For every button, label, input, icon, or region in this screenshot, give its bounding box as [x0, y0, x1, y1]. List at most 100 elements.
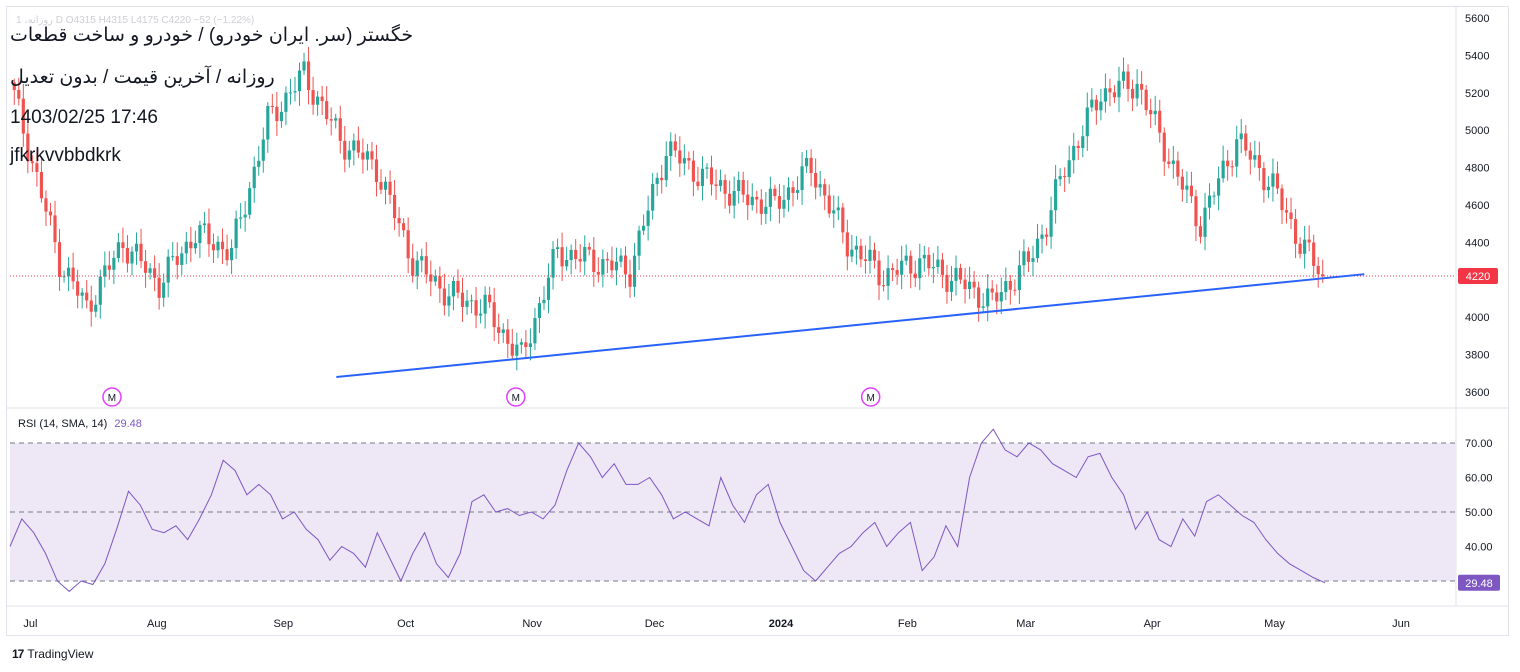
candle-body — [1293, 219, 1298, 244]
candle-body — [121, 242, 125, 249]
candle-body — [465, 300, 469, 307]
candle-body — [1049, 210, 1053, 237]
candle-body — [343, 140, 347, 160]
candle-body — [107, 265, 111, 270]
candle-body — [57, 242, 62, 277]
candle-body — [800, 166, 804, 191]
candle-body — [940, 259, 945, 275]
ohlc-readout: 1 ،روزانه D O4315 H4315 L4175 C4220 −52 … — [16, 15, 255, 26]
candle-body — [1153, 110, 1157, 115]
rsi-tick-label: 70.00 — [1465, 438, 1493, 450]
candle-body — [1035, 238, 1040, 259]
chart-watermark-text: jfkrkvvbbdkrk — [10, 145, 121, 166]
candle-body — [148, 268, 152, 273]
candle-body — [438, 276, 442, 289]
candle-body — [999, 292, 1003, 302]
candle-body — [958, 267, 963, 280]
candle-body — [578, 259, 582, 262]
candle-body — [551, 249, 555, 278]
candle-body — [234, 218, 238, 248]
candle-body — [895, 270, 899, 275]
candle-body — [248, 188, 252, 215]
candle-body — [1207, 195, 1212, 208]
last-price-label: 4220 — [1466, 271, 1490, 283]
candle-body — [279, 111, 283, 122]
candle-body — [1307, 239, 1311, 243]
time-tick-label: Sep — [274, 618, 294, 630]
candle-body — [605, 259, 609, 261]
candle-body — [225, 249, 229, 261]
candle-body — [1244, 133, 1248, 151]
candle-body — [347, 150, 351, 160]
time-tick-label: Nov — [522, 618, 542, 630]
chart-frame — [6, 6, 1509, 636]
candle-body — [1026, 251, 1031, 262]
rsi-tick-label: 50.00 — [1465, 507, 1493, 519]
candle-body — [257, 160, 261, 167]
candle-body — [103, 265, 107, 277]
candle-body — [714, 184, 718, 186]
candle-body — [501, 329, 505, 333]
candle-body — [691, 160, 695, 182]
candle-body — [660, 177, 664, 181]
candle-body — [696, 181, 700, 187]
candle-body — [288, 92, 293, 94]
candle-body — [637, 230, 641, 256]
candle-body — [524, 342, 528, 348]
candle-body — [918, 258, 922, 279]
candle-body — [990, 288, 994, 293]
candle-body — [592, 249, 596, 273]
price-tick-label: 5200 — [1465, 88, 1489, 100]
candle-body — [614, 261, 619, 271]
candle-body — [795, 190, 800, 193]
candle-body — [565, 259, 569, 267]
candle-body — [316, 96, 320, 105]
candle-body — [116, 242, 120, 258]
candle-body — [632, 255, 637, 287]
candle-body — [1298, 243, 1302, 254]
candle-body — [596, 272, 600, 275]
candle-body — [456, 280, 460, 293]
candle-body — [1081, 136, 1085, 149]
candle-body — [469, 300, 474, 302]
event-marker-label: M — [108, 393, 116, 404]
rsi-legend[interactable]: RSI (14, SMA, 14) 29.48 — [18, 418, 142, 430]
candle-body — [12, 82, 16, 90]
candle-body — [447, 296, 451, 306]
chart-datetime: 1403/02/25 17:46 — [10, 107, 158, 128]
price-tick-label: 3600 — [1465, 387, 1489, 399]
candle-body — [1149, 110, 1153, 115]
symbol-title: خگستر (سر. ایران خودرو) / خودرو و ساخت ق… — [10, 25, 414, 46]
candle-body — [623, 255, 628, 275]
rsi-label: RSI (14, SMA, 14) — [18, 418, 108, 430]
candle-body — [379, 182, 383, 190]
candle-body — [239, 217, 243, 219]
candle-body — [411, 258, 415, 276]
candle-body — [1130, 88, 1135, 99]
time-tick-label: 2024 — [769, 618, 794, 630]
candle-body — [664, 155, 668, 181]
candle-body — [85, 292, 89, 301]
candle-body — [1112, 92, 1117, 98]
candle-body — [338, 118, 342, 141]
candle-body — [184, 241, 188, 254]
candle-body — [139, 243, 143, 262]
rsi-tick-label: 40.00 — [1465, 542, 1493, 554]
candle-body — [1085, 107, 1089, 137]
candle-body — [35, 163, 39, 172]
candle-body — [166, 256, 170, 283]
candle-body — [275, 106, 279, 122]
candle-body — [827, 195, 831, 214]
candle-body — [728, 193, 732, 206]
tradingview-logo[interactable]: 17 TradingView — [12, 647, 93, 661]
candle-body — [325, 101, 329, 120]
price-tick-label: 4600 — [1465, 200, 1489, 212]
candle-body — [429, 274, 433, 282]
candle-body — [533, 318, 537, 344]
candle-body — [1221, 160, 1225, 179]
candle-body — [569, 249, 573, 260]
candle-body — [1280, 188, 1284, 211]
candle-body — [388, 181, 392, 195]
candle-body — [836, 207, 840, 211]
